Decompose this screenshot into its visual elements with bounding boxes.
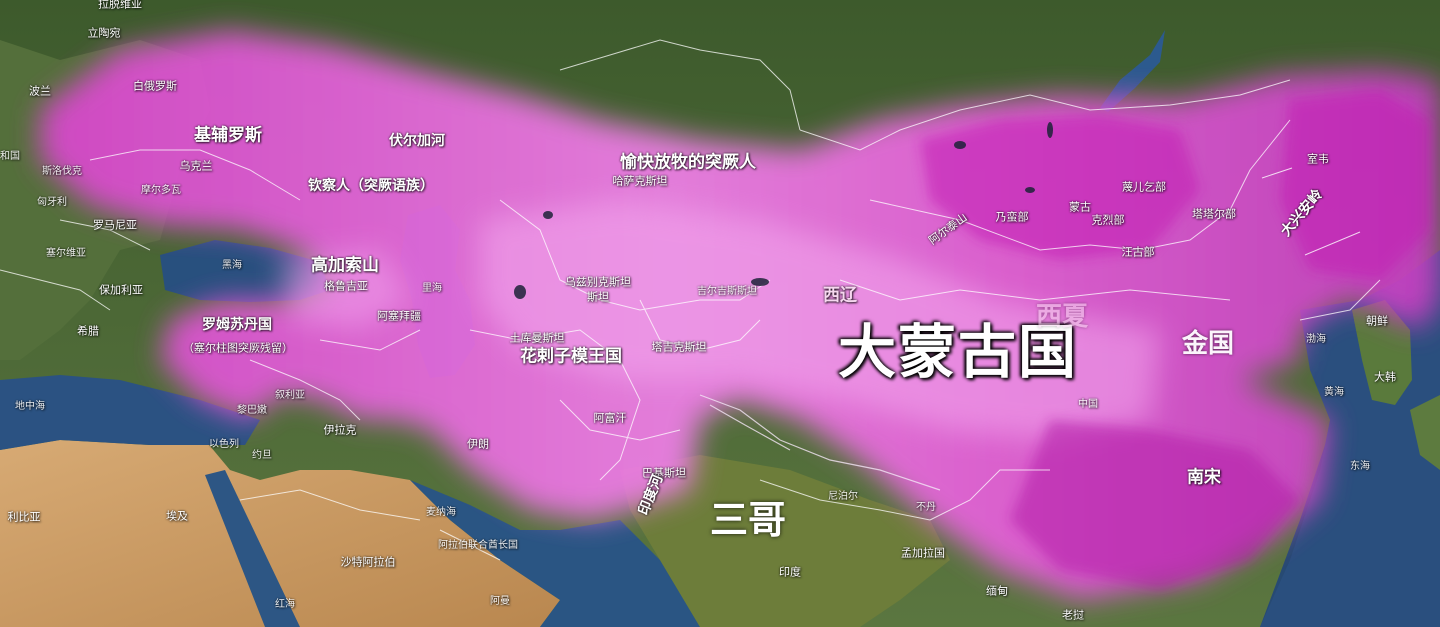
label-nansong: 南宋 <box>1187 467 1221 488</box>
label-sange: 三哥 <box>709 498 787 542</box>
label-wukelan: 乌克兰 <box>179 159 213 173</box>
label-jifuluosi: 基辅罗斯 <box>194 125 262 146</box>
label-luomusudan: 罗姆苏丹国 <box>202 317 272 333</box>
label-asaibaijiang: 阿塞拜疆 <box>377 309 421 323</box>
label-aman: 阿曼 <box>490 596 510 607</box>
label-niboer: 尼泊尔 <box>828 491 858 502</box>
label-kelie: 克烈部 <box>1091 213 1125 227</box>
label-gelujiya: 格鲁吉亚 <box>324 279 368 293</box>
label-naimanbu: 乃蛮部 <box>995 210 1029 224</box>
label-jinguo: 金国 <box>1181 329 1235 359</box>
label-qincharen: 钦察人（突厥语族） <box>308 178 434 194</box>
label-lading-weiya: 拉脱维亚 <box>98 0 142 11</box>
label-yilake: 伊拉克 <box>323 423 357 437</box>
label-yindu: 印度 <box>779 565 801 579</box>
label-luomaniya: 罗马尼亚 <box>93 218 137 232</box>
label-hongai: 红海 <box>275 599 295 610</box>
label-wanggubu: 汪古部 <box>1121 245 1155 259</box>
label-budan: 不丹 <box>916 502 936 513</box>
label-shiwei: 室韦 <box>1307 152 1329 166</box>
label-tukuman: 土库曼斯坦 <box>509 331 565 345</box>
label-laowo: 老挝 <box>1062 608 1084 622</box>
label-heihai: 黑海 <box>222 260 242 271</box>
label-xixia: 西夏 <box>1035 302 1089 332</box>
label-tajike: 塔吉克斯坦 <box>651 340 707 354</box>
label-siluofake: 斯洛伐克 <box>42 166 82 177</box>
label-xiliao: 西辽 <box>823 285 857 306</box>
label-wuzibieke-2: 斯坦 <box>587 290 609 304</box>
label-lihai: 里海 <box>422 283 442 294</box>
label-yilang: 伊朗 <box>467 437 489 451</box>
label-fuerjiahe: 伏尔加河 <box>389 133 445 149</box>
label-xuliya: 叙利亚 <box>275 390 305 401</box>
label-menggu: 蒙古 <box>1069 200 1091 214</box>
label-litaowan: 立陶宛 <box>87 26 121 40</box>
label-libanen: 黎巴嫩 <box>237 405 267 416</box>
label-wuzibieke: 乌兹别克斯坦 <box>565 275 631 289</box>
label-huacizimo: 花剌子模王国 <box>520 346 622 367</box>
label-mengjialaguo: 孟加拉国 <box>901 546 945 560</box>
label-miandian: 缅甸 <box>986 584 1008 598</box>
label-baieluosi: 白俄罗斯 <box>133 79 177 93</box>
label-baojialiya: 保加利亚 <box>99 283 143 297</box>
label-yiselie: 以色列 <box>209 439 239 450</box>
label-shate: 沙特阿拉伯 <box>340 555 396 569</box>
label-dizhonghai: 地中海 <box>15 401 45 412</box>
label-hasake: 哈萨克斯坦 <box>612 174 668 188</box>
label-alabo: 阿拉伯联合酋长国 <box>438 540 518 551</box>
label-bolan: 波兰 <box>29 84 51 98</box>
label-afuhan: 阿富汗 <box>593 411 627 425</box>
label-tatarbu: 塔塔尔部 <box>1192 207 1236 221</box>
label-bajisitan: 巴基斯坦 <box>642 466 686 480</box>
label-jierjisi: 吉尔吉斯斯坦 <box>697 286 757 297</box>
label-xiongyali: 匈牙利 <box>37 197 67 208</box>
label-huanghai: 黄海 <box>1324 387 1344 398</box>
label-yuedan: 约旦 <box>252 450 272 461</box>
label-aiji: 埃及 <box>166 509 188 523</box>
label-zhongguo: 中国 <box>1078 399 1098 410</box>
label-dahan: 大韩 <box>1374 370 1396 384</box>
label-gaojiasuoshan: 高加索山 <box>311 255 379 276</box>
label-mieerqibu: 蔑儿乞部 <box>1122 180 1166 194</box>
label-chaoxian: 朝鲜 <box>1366 314 1388 328</box>
label-saierweiya: 塞尔维亚 <box>46 248 86 259</box>
label-moerduowa: 摩尔多瓦 <box>141 185 181 196</box>
label-xila: 希腊 <box>77 324 99 338</box>
label-yukuai: 愉快放牧的突厥人 <box>620 152 756 173</box>
label-heer: 和国 <box>0 151 20 162</box>
label-donghai: 东海 <box>1350 461 1370 472</box>
label-bohai: 渤海 <box>1306 334 1326 345</box>
label-saierzhu: （塞尔柱图突厥残留） <box>183 341 293 355</box>
label-maiyeng: 麦纳海 <box>426 507 456 518</box>
label-daluomengguo: 大蒙古国 <box>837 318 1079 386</box>
label-libiya: 利比亚 <box>7 510 41 524</box>
